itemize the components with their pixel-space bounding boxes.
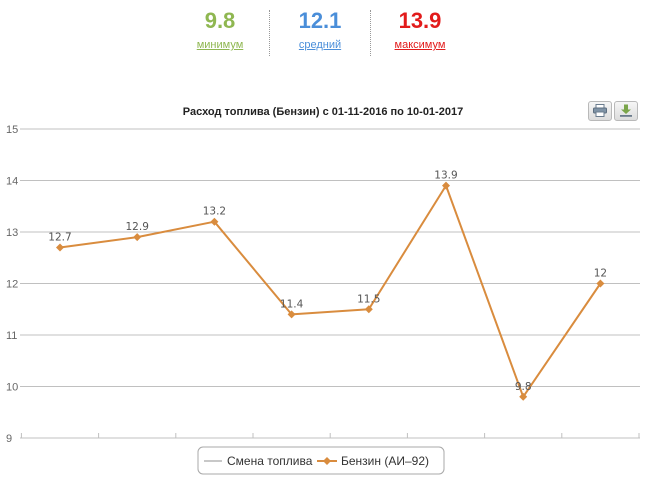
data-point[interactable] (442, 181, 450, 190)
y-axis: 9 10 11 12 13 14 15 (6, 124, 18, 445)
chart-title: Расход топлива (Бензин) с 01-11-2016 по … (183, 106, 463, 118)
chart-toolbar (588, 101, 640, 121)
data-labels: 12.7 12.9 13.2 11.4 11.5 13.9 9.8 12 (48, 170, 607, 393)
legend-diamond-marker (323, 457, 331, 465)
data-point[interactable] (519, 392, 528, 401)
stat-maximum-link[interactable]: максимум (394, 39, 446, 51)
series-benzin (56, 181, 605, 401)
data-point[interactable] (210, 217, 219, 226)
data-point[interactable] (56, 243, 64, 252)
printer-icon (593, 104, 607, 117)
data-label: 9.8 (515, 381, 532, 393)
download-icon (620, 104, 632, 117)
stat-average-link[interactable]: средний (298, 39, 342, 51)
y-tick-label: 14 (6, 176, 18, 188)
series-line (59, 184, 602, 398)
summary-stats: 9.8 минимум 12.1 средний 13.9 максимум (170, 8, 478, 58)
data-label: 13.2 (203, 206, 226, 218)
y-tick-label: 10 (6, 382, 18, 394)
legend-label-smena: Смена топлива (227, 454, 313, 468)
data-label: 11.5 (357, 293, 380, 305)
stat-average-value: 12.1 (298, 8, 342, 33)
y-tick-label: 12 (6, 279, 18, 291)
stat-average: 12.1 средний (270, 8, 370, 53)
download-button[interactable] (614, 101, 638, 121)
stat-divider (269, 10, 270, 56)
y-tick-label: 15 (6, 124, 18, 136)
stat-minimum: 9.8 минимум (170, 8, 270, 53)
y-tick-label: 13 (6, 227, 18, 239)
data-point[interactable] (133, 233, 142, 242)
stat-maximum: 13.9 максимум (370, 8, 470, 53)
data-label: 12.9 (126, 221, 149, 233)
chart-grid (20, 128, 640, 439)
data-label: 11.4 (280, 298, 304, 310)
legend-item-benzin[interactable]: Бензин (АИ–92) (317, 454, 429, 468)
stat-maximum-value: 13.9 (398, 8, 442, 33)
stat-minimum-link[interactable]: минимум (196, 39, 244, 51)
stat-divider (370, 10, 371, 56)
data-point[interactable] (596, 279, 605, 288)
data-point[interactable] (364, 305, 373, 314)
stat-minimum-value: 9.8 (204, 8, 236, 33)
legend-item-smena[interactable]: Смена топлива (204, 454, 313, 468)
y-tick-label: 9 (6, 433, 12, 445)
y-tick-label: 11 (6, 330, 17, 342)
chart-legend: Смена топлива Бензин (АИ–92) (197, 446, 445, 475)
legend-label-benzin: Бензин (АИ–92) (341, 454, 429, 468)
data-label: 12 (594, 268, 607, 280)
data-label: 12.7 (48, 231, 71, 243)
data-point[interactable] (287, 310, 296, 319)
print-button[interactable] (588, 101, 612, 121)
data-label: 13.9 (434, 170, 457, 182)
